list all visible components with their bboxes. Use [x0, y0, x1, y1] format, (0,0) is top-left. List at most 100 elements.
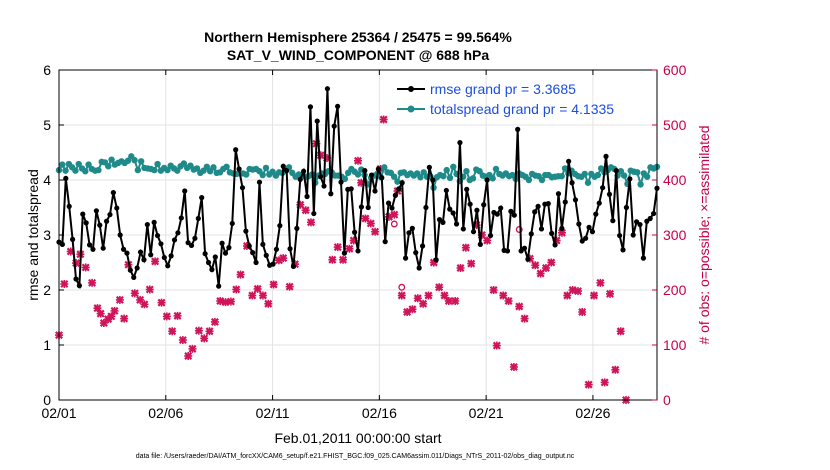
totalspread-point	[124, 157, 132, 164]
obs-assimilated-point	[120, 314, 129, 323]
obs-assimilated-point	[461, 243, 470, 252]
rmse-point	[117, 232, 123, 238]
rmse-point	[402, 255, 409, 261]
rmse-point	[263, 252, 269, 258]
obs-assimilated-point	[504, 297, 513, 305]
rmse-point	[433, 257, 439, 263]
obs-assimilated-point	[520, 314, 529, 323]
rmse-point	[93, 208, 99, 214]
y2-tick-label: 400	[663, 172, 687, 188]
rmse-point	[620, 247, 626, 253]
y-tick-label: 1	[43, 337, 51, 353]
rmse-point	[379, 175, 385, 181]
rmse-point	[178, 215, 184, 221]
rmse-point	[453, 221, 460, 227]
totalspread-point	[203, 163, 211, 170]
rmse-point	[647, 215, 653, 222]
obs-assimilated-point	[467, 259, 476, 268]
obs-assimilated-point	[205, 327, 214, 336]
obs-assimilated-point	[236, 270, 245, 279]
rmse-point	[124, 250, 130, 256]
obs-assimilated-point	[390, 210, 399, 219]
rmse-point	[640, 255, 647, 261]
rmse-point	[338, 179, 344, 185]
rmse-point	[219, 240, 225, 246]
totalspread-point	[558, 172, 565, 180]
obs-assimilated-point	[110, 306, 119, 315]
totalspread-point	[262, 164, 270, 172]
rmse-point	[324, 86, 331, 92]
rmse-point	[549, 230, 555, 236]
rmse-point	[199, 195, 205, 201]
obs-assimilated-point	[248, 291, 257, 300]
y-tick-label: 5	[43, 117, 51, 133]
rmse-point	[216, 283, 222, 289]
obs-assimilated-point	[184, 352, 193, 360]
rmse-point	[487, 232, 494, 239]
rmse-point	[131, 274, 137, 280]
obs-assimilated-point	[483, 236, 492, 245]
totalspread-point	[643, 173, 651, 180]
x-tick-label: 02/21	[469, 405, 504, 421]
totalspread-point	[394, 178, 401, 185]
rmse-point	[141, 257, 147, 263]
rmse-point	[521, 245, 528, 251]
totalspread-point	[469, 175, 477, 182]
obs-assimilated-point	[339, 255, 348, 264]
obs-assimilated-point	[81, 263, 90, 272]
rmse-point	[515, 126, 521, 132]
rmse-point	[392, 192, 398, 198]
y-axis-label: rmse and totalspread	[25, 169, 41, 301]
rmse-point	[341, 250, 348, 256]
rmse-point	[606, 191, 613, 197]
rmse-point	[603, 153, 609, 159]
rmse-point	[307, 104, 314, 110]
rmse-point	[627, 176, 633, 182]
obs-assimilated-point	[616, 327, 625, 336]
obs-assimilated-point	[96, 309, 105, 318]
obs-assimilated-point	[88, 278, 97, 287]
obs-assimilated-point	[253, 284, 262, 293]
rmse-point	[171, 237, 178, 243]
totalspread-point	[259, 171, 266, 179]
rmse-point	[148, 252, 154, 258]
obs-assimilated-point	[285, 282, 294, 291]
obs-assimilated-point	[435, 283, 444, 292]
totalspread-point	[164, 166, 171, 174]
rmse-point	[443, 187, 449, 194]
rmse-point	[69, 236, 76, 242]
rmse-point	[348, 186, 354, 192]
y2-tick-label: 200	[663, 282, 687, 298]
obs-assimilated-point	[589, 291, 598, 300]
obs-assimilated-point	[115, 295, 124, 304]
rmse-point	[494, 211, 500, 217]
obs-assimilated-point	[444, 297, 453, 305]
rmse-point	[66, 203, 72, 209]
obs-assimilated-point	[408, 305, 417, 314]
rmse-point	[413, 250, 419, 256]
rmse-point	[202, 251, 208, 257]
totalspread-point	[134, 166, 142, 174]
rmse-point	[484, 177, 490, 183]
chart-title: Northern Hemisphere 25364 / 25475 = 99.5…	[204, 29, 512, 45]
obs-assimilated-point	[606, 289, 615, 298]
y2-axis-label: # of obs: o=possible; ×=assimilated	[696, 125, 712, 344]
totalspread-point	[72, 167, 79, 174]
totalspread-point	[180, 160, 188, 167]
totalspread-point	[131, 157, 138, 164]
x-tick-label: 02/26	[575, 405, 610, 421]
rmse-point	[362, 168, 368, 174]
rmse-point	[239, 185, 246, 191]
rmse-point	[545, 201, 551, 207]
rmse-point	[328, 191, 334, 197]
obs-assimilated-point	[456, 264, 465, 272]
obs-assimilated-point	[226, 297, 235, 306]
obs-assimilated-point	[578, 308, 587, 316]
rmse-point	[389, 205, 395, 211]
totalspread-point	[95, 166, 102, 174]
obs-assimilated-point	[157, 298, 166, 307]
rmse-point	[294, 225, 300, 231]
rmse-point	[464, 186, 470, 192]
rmse-point	[385, 200, 392, 206]
obs-assimilated-point	[531, 261, 540, 270]
